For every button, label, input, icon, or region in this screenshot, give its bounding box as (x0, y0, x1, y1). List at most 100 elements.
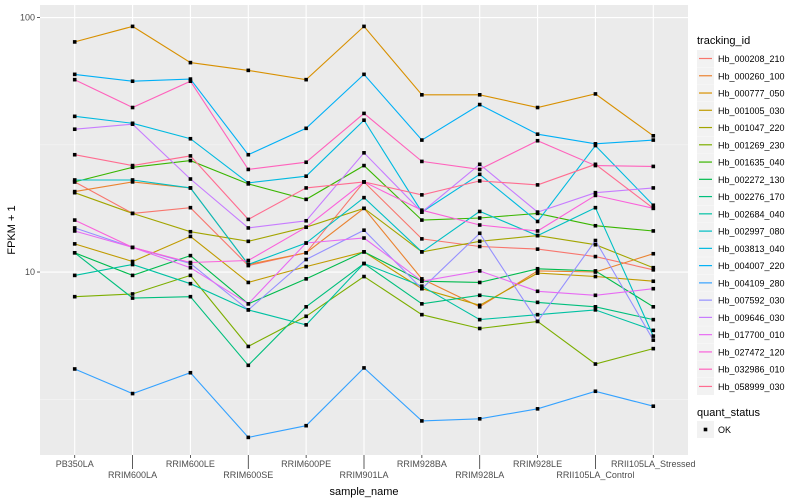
x-tick-label: RRIM928LE (513, 459, 562, 469)
data-point-Hb_000777_050 (72, 40, 77, 44)
data-point-Hb_027472_120 (535, 229, 540, 233)
data-point-Hb_002997_080 (130, 178, 135, 182)
data-point-Hb_004007_220 (246, 152, 251, 157)
legend-label: Hb_009646_030 (718, 313, 785, 323)
data-point-Hb_032986_010 (304, 160, 308, 165)
data-point-Hb_017700_010 (72, 229, 77, 233)
data-point-Hb_003813_040 (246, 181, 251, 185)
data-point-Hb_027472_120 (420, 208, 424, 212)
legend-item: Hb_009646_030 (697, 308, 785, 326)
data-point-Hb_000777_050 (420, 93, 424, 97)
x-tick-label: RRIM928LA (455, 470, 504, 480)
data-point-Hb_007592_030 (477, 231, 482, 236)
data-point-Hb_002997_080 (362, 195, 366, 200)
x-axis-label: sample_name (329, 486, 398, 498)
data-point-Hb_002997_080 (420, 250, 424, 254)
data-point-Hb_004109_280 (188, 370, 193, 375)
data-point-Hb_004007_220 (362, 72, 366, 77)
data-point-Hb_000777_050 (304, 77, 308, 82)
data-point-Hb_000777_050 (593, 92, 598, 96)
data-point-Hb_058999_030 (362, 180, 366, 184)
data-point-Hb_058999_030 (130, 163, 135, 168)
data-point-Hb_002272_130 (477, 280, 482, 285)
data-point-Hb_009646_030 (477, 162, 482, 167)
data-point-Hb_002997_080 (535, 233, 540, 238)
data-point-Hb_001635_040 (420, 218, 424, 222)
data-point-Hb_001047_220 (130, 211, 135, 216)
data-point-Hb_000208_210 (535, 247, 540, 251)
legend-item: Hb_058999_030 (697, 377, 785, 395)
data-point-Hb_000260_100 (420, 277, 424, 281)
data-point-Hb_007592_030 (72, 226, 77, 230)
data-point-Hb_002684_040 (362, 261, 366, 266)
data-point-Hb_000777_050 (477, 93, 482, 97)
data-point-Hb_000208_210 (420, 237, 424, 241)
data-point-Hb_001269_230 (72, 294, 77, 299)
legend-label: Hb_058999_030 (718, 382, 785, 392)
data-point-Hb_017700_010 (593, 293, 598, 298)
data-point-Hb_001005_030 (246, 280, 251, 285)
legend-label: Hb_002997_080 (718, 227, 785, 237)
data-point-Hb_058999_030 (72, 152, 77, 157)
data-point-Hb_001047_220 (477, 239, 482, 244)
legend-item: Hb_004109_280 (697, 274, 785, 292)
data-point-Hb_017700_010 (535, 289, 540, 294)
data-point-Hb_032986_010 (246, 167, 251, 172)
data-point-Hb_002272_130 (651, 305, 656, 309)
data-point-Hb_001635_040 (477, 216, 482, 220)
legend-label: Hb_000260_100 (718, 71, 785, 81)
legend-item: Hb_032986_010 (697, 360, 785, 378)
legend-item: Hb_000777_050 (697, 84, 785, 102)
data-point-Hb_004007_220 (72, 72, 77, 77)
data-point-Hb_007592_030 (304, 257, 308, 262)
data-point-Hb_000260_100 (130, 180, 135, 184)
data-point-Hb_000777_050 (535, 105, 540, 110)
shape-legend-item: OK (697, 421, 731, 438)
data-point-Hb_001047_220 (72, 190, 77, 195)
data-point-Hb_000208_210 (188, 205, 193, 210)
data-point-Hb_004109_280 (420, 419, 424, 423)
data-point-Hb_001047_220 (362, 206, 366, 211)
data-point-Hb_002276_170 (535, 300, 540, 305)
data-point-Hb_001269_230 (304, 314, 308, 319)
data-point-Hb_027472_120 (477, 223, 482, 227)
data-point-Hb_001269_230 (651, 346, 656, 351)
data-point-Hb_001005_030 (130, 259, 135, 264)
legend-item: Hb_002276_170 (697, 188, 785, 206)
data-point-Hb_004109_280 (72, 367, 77, 371)
data-point-Hb_007592_030 (362, 228, 366, 232)
legend-label: Hb_004109_280 (718, 278, 785, 288)
data-point-Hb_001635_040 (188, 158, 193, 163)
data-point-Hb_017700_010 (304, 241, 308, 245)
data-point-Hb_004007_220 (651, 138, 656, 142)
data-point-Hb_017700_010 (188, 265, 193, 270)
data-point-Hb_027472_120 (246, 258, 251, 263)
data-point-Hb_001269_230 (130, 292, 135, 296)
data-point-Hb_002684_040 (304, 323, 308, 327)
data-point-Hb_002276_170 (477, 293, 482, 298)
legend-item: Hb_000260_100 (697, 67, 785, 85)
data-point-Hb_001047_220 (593, 242, 598, 247)
legend-item: Hb_002272_130 (697, 170, 785, 188)
legend-label: Hb_017700_010 (718, 330, 785, 340)
data-point-Hb_007592_030 (651, 338, 656, 342)
y-axis-label: FPKM + 1 (6, 205, 18, 254)
data-point-Hb_003813_040 (188, 136, 193, 141)
data-point-Hb_009646_030 (188, 177, 193, 181)
data-point-Hb_000777_050 (651, 133, 656, 138)
data-point-Hb_004109_280 (130, 391, 135, 396)
legend-item: Hb_001047_220 (697, 119, 785, 137)
data-point-Hb_000208_210 (477, 244, 482, 249)
data-point-Hb_002276_170 (246, 363, 251, 368)
data-point-Hb_007592_030 (593, 238, 598, 243)
legend-label: Hb_002684_040 (718, 209, 785, 219)
legend-item: Hb_002684_040 (697, 205, 785, 223)
data-point-Hb_058999_030 (477, 179, 482, 183)
data-point-Hb_000260_100 (651, 251, 656, 256)
data-point-Hb_017700_010 (246, 302, 251, 306)
legend-item: Hb_002997_080 (697, 222, 785, 240)
data-point-Hb_004109_280 (304, 423, 308, 428)
data-point-Hb_002684_040 (651, 328, 656, 333)
legend-label: Hb_004007_220 (718, 261, 785, 271)
data-point-Hb_002684_040 (72, 273, 77, 278)
